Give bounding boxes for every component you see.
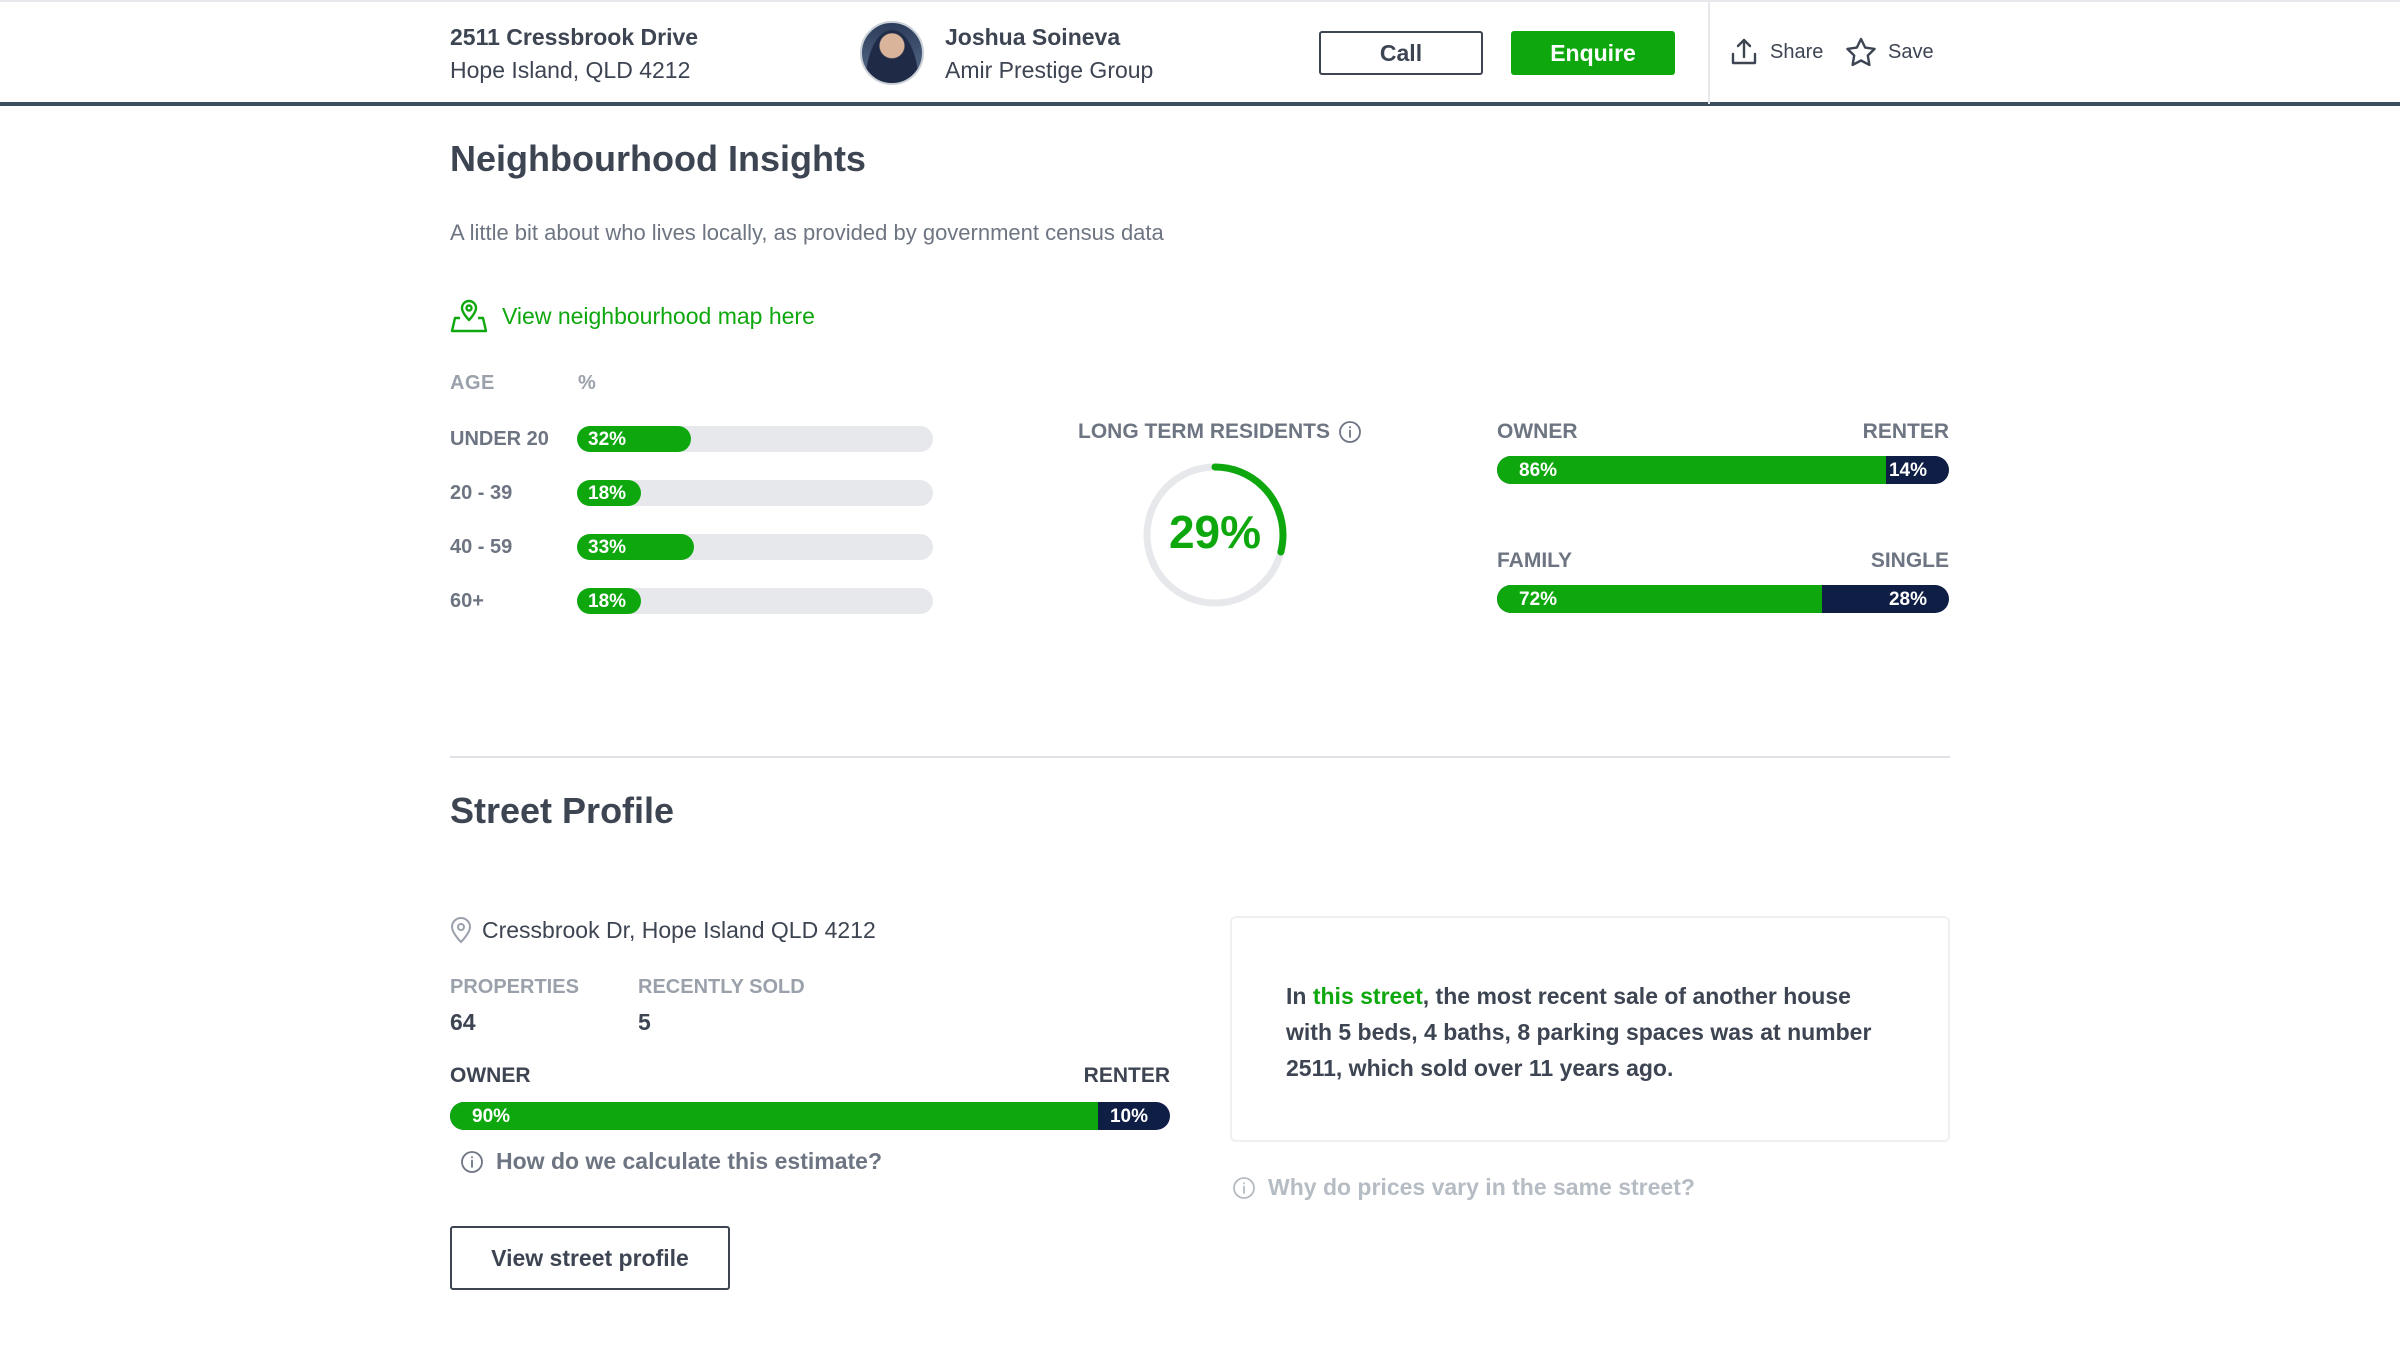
share-icon	[1731, 38, 1757, 65]
long-term-ring	[1143, 463, 1287, 607]
renter-value: 14%	[1888, 460, 1927, 481]
street-renter-label: RENTER	[1083, 1064, 1170, 1087]
renter-label: RENTER	[1862, 420, 1949, 443]
agent-info[interactable]: Joshua Soineva Amir Prestige Group	[945, 22, 1153, 88]
family-fill	[1497, 585, 1823, 613]
info-icon	[1233, 1176, 1255, 1199]
age-bar-track: 18%	[577, 480, 933, 506]
street-location: Cressbrook Dr, Hope Island QLD 4212	[450, 916, 876, 944]
age-row: 60+ 18%	[450, 586, 933, 616]
header-divider	[1708, 2, 1710, 104]
street-owner-label: OWNER	[450, 1064, 531, 1087]
card-body: , the most recent sale of another house …	[1286, 983, 1872, 1081]
owner-renter-bar: 86% 14%	[1497, 456, 1949, 484]
recent-sale-card: In this street, the most recent sale of …	[1230, 916, 1950, 1142]
recently-sold-value: 5	[638, 1009, 651, 1035]
calculate-estimate-link[interactable]: How do we calculate this estimate?	[460, 1148, 882, 1175]
age-value: 18%	[588, 483, 627, 504]
age-bar-fill: 32%	[577, 426, 691, 452]
age-value: 18%	[588, 591, 627, 612]
age-label: 40 - 59	[450, 536, 513, 558]
age-label: 20 - 39	[450, 482, 513, 504]
owner-label: OWNER	[1497, 420, 1578, 443]
single-value: 28%	[1888, 589, 1927, 610]
long-term-ring-arc	[1143, 463, 1287, 607]
info-icon	[461, 1150, 483, 1173]
map-pin-icon	[450, 299, 488, 333]
properties-value: 64	[450, 1009, 476, 1035]
age-bar-fill: 18%	[577, 480, 642, 506]
age-label: UNDER 20	[450, 428, 549, 450]
age-header: AGE	[450, 372, 495, 394]
save-label: Save	[1888, 40, 1934, 63]
age-bar-track: 33%	[577, 534, 933, 560]
info-icon[interactable]	[1338, 420, 1362, 444]
save-button[interactable]: Save	[1844, 36, 1934, 68]
share-label: Share	[1770, 40, 1824, 63]
street-owner-renter-bar: 90% 10%	[450, 1102, 1170, 1130]
neighbourhood-title: Neighbourhood Insights	[450, 138, 866, 179]
age-row: 20 - 39 18%	[450, 478, 933, 508]
percent-header: %	[578, 372, 597, 394]
why-prices-vary-text: Why do prices vary in the same street?	[1268, 1174, 1695, 1200]
age-label: 60+	[450, 590, 484, 612]
street-owner-value: 90%	[472, 1106, 511, 1127]
address-line2: Hope Island, QLD 4212	[450, 57, 691, 83]
age-bar-track: 18%	[577, 588, 933, 614]
age-row: UNDER 20 32%	[450, 424, 933, 454]
header-address: 2511 Cressbrook Drive Hope Island, QLD 4…	[450, 22, 698, 88]
street-location-text: Cressbrook Dr, Hope Island QLD 4212	[482, 916, 876, 943]
view-map-link[interactable]: View neighbourhood map here	[450, 298, 815, 334]
recent-sale-text: In this street, the most recent sale of …	[1286, 978, 1886, 1086]
this-street-link[interactable]: this street	[1312, 983, 1423, 1009]
age-value: 33%	[588, 537, 627, 558]
section-divider	[450, 756, 1950, 758]
view-map-label: View neighbourhood map here	[502, 302, 815, 329]
star-icon	[1846, 37, 1876, 67]
street-owner-renter-split: OWNER RENTER 90% 10%	[450, 1064, 1170, 1130]
recently-sold-stat: RECENTLY SOLD 5	[638, 976, 805, 1036]
sticky-header: 2511 Cressbrook Drive Hope Island, QLD 4…	[0, 0, 2400, 106]
properties-stat: PROPERTIES 64	[450, 976, 579, 1036]
street-profile-title: Street Profile	[450, 790, 675, 831]
age-bar-fill: 33%	[577, 534, 695, 560]
location-pin-icon	[450, 917, 472, 944]
address-line1: 2511 Cressbrook Drive	[450, 24, 699, 50]
view-street-profile-button[interactable]: View street profile	[450, 1226, 730, 1290]
card-prefix: In	[1286, 983, 1313, 1009]
enquire-button[interactable]: Enquire	[1511, 31, 1675, 75]
agent-avatar[interactable]	[860, 21, 924, 85]
age-bar-fill: 18%	[577, 588, 642, 614]
agent-name[interactable]: Joshua Soineva	[945, 24, 1121, 50]
single-label: SINGLE	[1870, 549, 1949, 572]
share-button[interactable]: Share	[1728, 36, 1823, 68]
recently-sold-label: RECENTLY SOLD	[638, 976, 805, 998]
long-term-label-text: LONG TERM RESIDENTS	[1078, 420, 1331, 443]
age-value: 32%	[588, 429, 627, 450]
agency-name: Amir Prestige Group	[945, 57, 1154, 83]
street-renter-value: 10%	[1109, 1106, 1148, 1127]
calculate-estimate-text: How do we calculate this estimate?	[496, 1148, 882, 1174]
why-prices-vary-link[interactable]: Why do prices vary in the same street?	[1232, 1174, 1695, 1201]
long-term-value: 29%	[1168, 506, 1262, 558]
age-bar-track: 32%	[577, 426, 933, 452]
call-button[interactable]: Call	[1319, 31, 1483, 75]
family-label: FAMILY	[1497, 549, 1573, 572]
long-term-residents-label: LONG TERM RESIDENTS	[1078, 420, 1362, 444]
family-single-split: FAMILY SINGLE 72% 28%	[1497, 549, 1949, 613]
age-row: 40 - 59 33%	[450, 532, 933, 562]
street-owner-fill	[450, 1102, 1098, 1130]
family-value: 72%	[1519, 589, 1558, 610]
owner-fill	[1497, 456, 1886, 484]
owner-renter-split: OWNER RENTER 86% 14%	[1497, 420, 1949, 484]
family-single-bar: 72% 28%	[1497, 585, 1949, 613]
properties-label: PROPERTIES	[450, 976, 579, 998]
neighbourhood-subtitle: A little bit about who lives locally, as…	[450, 220, 1164, 245]
owner-value: 86%	[1519, 460, 1558, 481]
